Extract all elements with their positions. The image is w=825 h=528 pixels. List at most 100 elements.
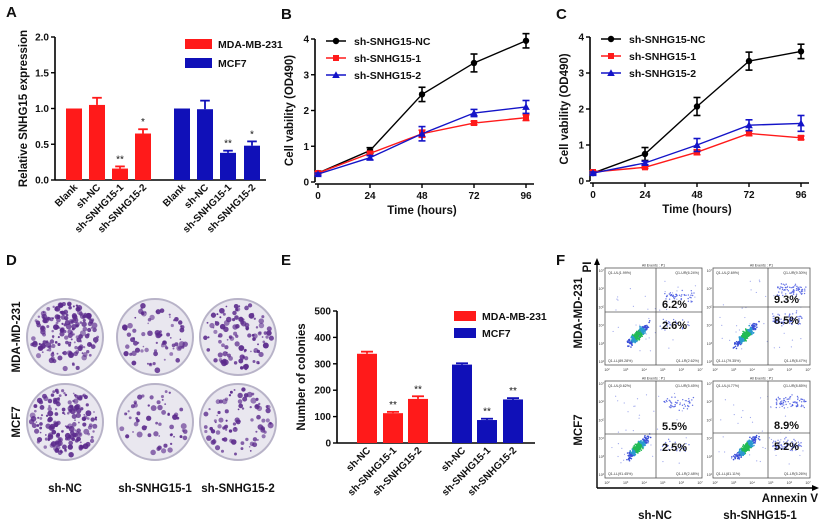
- early-apoptosis-percent: 5.2%: [774, 441, 799, 453]
- event-dot: [785, 283, 787, 285]
- x-tick-label: 10⁷: [697, 368, 703, 372]
- colony: [52, 305, 55, 309]
- event-dot: [623, 453, 626, 455]
- colony: [56, 314, 61, 319]
- colony: [159, 308, 165, 313]
- colony: [132, 328, 137, 333]
- event-dot: [794, 443, 796, 445]
- colony: [262, 342, 269, 349]
- colony: [77, 421, 80, 424]
- event-dot: [789, 403, 791, 405]
- quadrant-ur-label: Q1-UR(5.45%): [675, 384, 699, 388]
- colony: [59, 449, 63, 453]
- colony: [71, 313, 77, 319]
- row-label: MDA-MD-231: [573, 277, 585, 349]
- event-dot: [782, 283, 784, 285]
- event-dot: [786, 320, 789, 323]
- y-tick-label: 10⁴: [706, 324, 712, 328]
- event-dot: [791, 313, 794, 315]
- y-tick-label: 10²: [599, 360, 605, 364]
- colony: [209, 322, 215, 329]
- event-dot: [744, 331, 747, 334]
- event-dot: [794, 283, 797, 285]
- data-point: [746, 130, 752, 137]
- quadrant-ll-label: Q1-LL(81.11%): [716, 472, 740, 476]
- event-dot: [637, 446, 640, 449]
- colony: [215, 430, 221, 435]
- event-dot: [639, 324, 641, 326]
- colony: [219, 323, 226, 330]
- colony: [54, 306, 58, 310]
- y-axis-label: Number of colonies: [296, 323, 308, 430]
- x-tick-label: 24: [639, 190, 651, 201]
- colony: [86, 350, 90, 354]
- y-tick-label: 200: [314, 386, 331, 397]
- y-tick-label: 4: [578, 33, 584, 44]
- event-dot: [663, 322, 666, 324]
- y-tick-label: 10³: [707, 342, 713, 346]
- colony: [42, 393, 47, 399]
- colony: [70, 430, 75, 435]
- event-dot: [689, 296, 691, 299]
- event-dot: [691, 292, 693, 294]
- event-dot: [774, 319, 776, 321]
- row-label: MCF7: [11, 406, 23, 437]
- y-tick-label: 0.0: [35, 176, 49, 187]
- event-dot: [748, 449, 750, 451]
- x-tick-label: 48: [691, 190, 703, 201]
- event-dot: [794, 440, 796, 442]
- y-tick-label: 2.0: [35, 33, 49, 44]
- event-dot: [722, 436, 724, 438]
- event-dot: [738, 448, 741, 451]
- panel-a-bar-chart: 0.0 0.5 1.0 1.5 2.0 Relative SNHG15 expressio…: [18, 30, 283, 235]
- event-dot: [793, 317, 795, 320]
- event-dot: [676, 401, 678, 404]
- colony: [229, 336, 231, 339]
- event-dot: [799, 315, 801, 317]
- event-dot: [636, 451, 639, 454]
- x-tick-label: 10³: [731, 368, 737, 372]
- event-dot: [643, 436, 646, 438]
- event-dot: [676, 307, 678, 309]
- colony: [258, 402, 261, 406]
- event-dot: [749, 445, 752, 448]
- y-tick-label: 10⁴: [706, 437, 712, 441]
- event-dot: [640, 449, 643, 452]
- scatter-plot-frame: [604, 380, 703, 479]
- event-dot: [800, 286, 802, 289]
- colony: [64, 335, 69, 340]
- event-dot: [783, 407, 786, 409]
- colony: [180, 423, 187, 430]
- y-axis-label: Cell vability (OD490): [284, 55, 296, 166]
- scatter-plot-frame: [712, 267, 811, 366]
- y-tick-label: 10⁴: [598, 324, 604, 328]
- colony: [67, 437, 71, 441]
- data-point: [522, 37, 530, 44]
- event-dot: [694, 285, 697, 287]
- colony: [51, 351, 55, 355]
- event-dot: [692, 396, 695, 399]
- event-dot: [694, 296, 696, 298]
- colony: [58, 326, 61, 329]
- colony: [244, 305, 249, 311]
- colony: [67, 444, 74, 450]
- x-tick-label: 10⁵: [768, 368, 774, 372]
- event-dot: [787, 400, 789, 403]
- event-dot: [779, 444, 781, 446]
- legend-label: sh-SNHG15-2: [629, 68, 696, 80]
- colony: [72, 317, 79, 324]
- event-dot: [630, 455, 632, 458]
- data-point: [418, 91, 426, 98]
- panel-label-d: D: [6, 252, 17, 269]
- event-dot: [782, 294, 784, 297]
- colony: [49, 339, 55, 344]
- event-dot: [789, 398, 791, 400]
- event-dot: [779, 321, 781, 324]
- colony: [61, 407, 66, 412]
- event-dot: [783, 284, 786, 286]
- colony: [88, 423, 93, 428]
- colony: [253, 317, 256, 320]
- data-point: [470, 59, 478, 67]
- legend-label: MDA-MB-231: [482, 311, 547, 323]
- event-dot: [676, 448, 678, 450]
